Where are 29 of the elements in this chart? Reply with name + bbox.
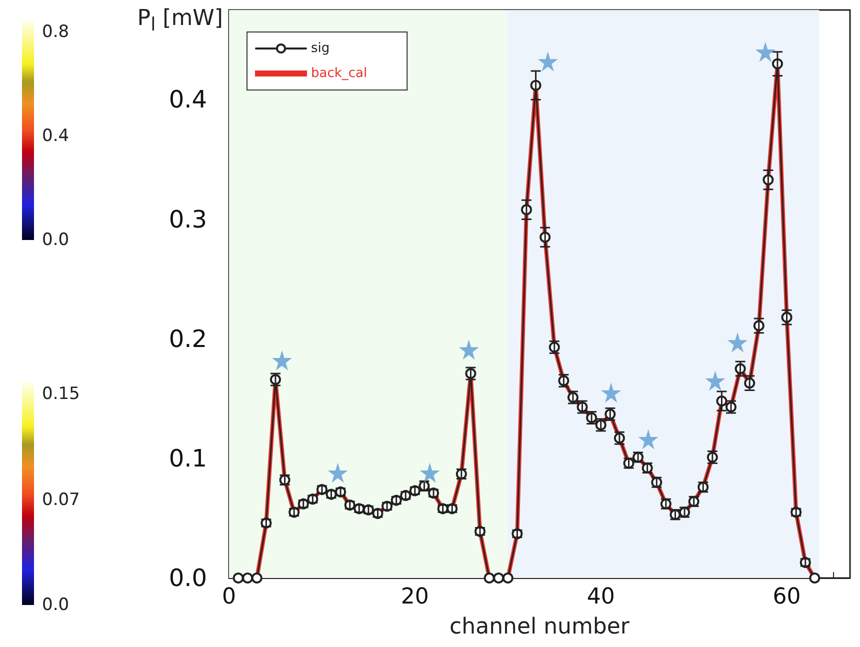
- y-tick-label: 0.4: [168, 86, 207, 114]
- text: 0.07: [42, 488, 80, 510]
- point: [638, 429, 658, 450]
- x-tick-label: 60: [772, 584, 801, 610]
- x-tick-label: 40: [586, 584, 615, 610]
- y-tick-label: 0.3: [168, 205, 207, 234]
- text: 0.4: [42, 125, 70, 147]
- y-tick-label: 0.0: [168, 564, 207, 592]
- point: [272, 350, 292, 370]
- y-tick-label: 0.1: [168, 444, 207, 472]
- x-tick-label: 0: [222, 584, 236, 610]
- point: [328, 462, 348, 483]
- legend-label: back_cal: [311, 66, 368, 81]
- point: [420, 462, 440, 483]
- text: 0.8: [42, 21, 70, 43]
- point: [601, 382, 622, 403]
- y-tick-label: 0.2: [168, 324, 207, 353]
- x-tick-label: 20: [400, 584, 429, 610]
- text: 0.0: [42, 594, 70, 616]
- text: 0.0: [42, 229, 70, 251]
- y-axis-title: P$_{l}$ [mW]: [137, 6, 223, 38]
- point: [705, 370, 726, 391]
- point: [728, 332, 748, 352]
- point: [755, 42, 776, 62]
- x-axis-title: channel number: [450, 614, 630, 640]
- text: 0.15: [42, 383, 80, 405]
- point: [538, 51, 558, 72]
- point: [458, 340, 479, 360]
- legend-label: sig: [311, 41, 330, 56]
